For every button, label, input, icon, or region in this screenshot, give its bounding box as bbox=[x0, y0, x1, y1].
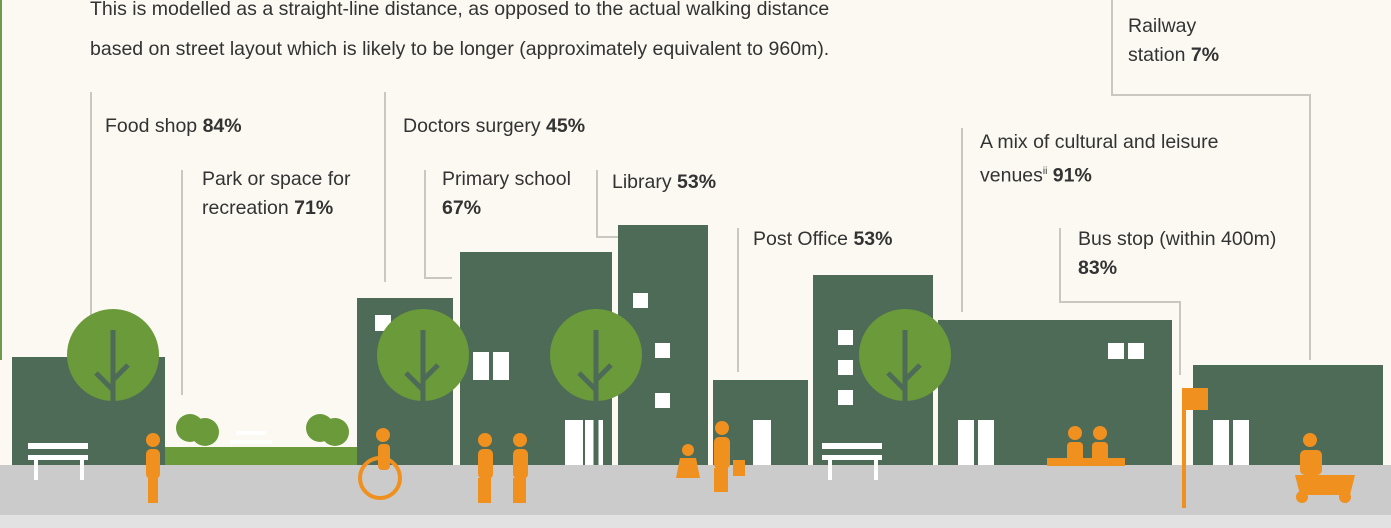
amenity-name: Primary school bbox=[442, 168, 571, 190]
amenity-percent: 67% bbox=[442, 197, 481, 219]
amenity-percent: 53% bbox=[677, 171, 716, 193]
amenity-percent: 53% bbox=[853, 228, 892, 250]
amenity-name: Library bbox=[612, 171, 672, 193]
amenity-label: A mix of cultural and leisure venuesii 9… bbox=[980, 128, 1220, 191]
amenity-label: Post Office 53% bbox=[753, 225, 973, 254]
amenity-percent: 84% bbox=[203, 115, 242, 137]
intro-line: This is modelled as a straight-line dist… bbox=[90, 0, 829, 24]
amenity-label: Doctors surgery 45% bbox=[403, 112, 703, 141]
amenity-label: Primary school 67% bbox=[442, 165, 572, 223]
amenity-name: Doctors surgery bbox=[403, 115, 541, 137]
amenity-percent: 71% bbox=[294, 197, 333, 219]
amenity-name: Bus stop (within 400m) bbox=[1078, 228, 1276, 250]
amenity-label: Food shop 84% bbox=[105, 112, 305, 141]
intro-line: based on street layout which is likely t… bbox=[90, 34, 829, 64]
amenity-percent: 91% bbox=[1053, 165, 1092, 187]
amenity-label: Railway station 7% bbox=[1128, 12, 1258, 70]
amenity-percent: 83% bbox=[1078, 257, 1117, 279]
amenity-label: Park or space for recreation 71% bbox=[202, 165, 377, 223]
amenity-name: Railway station bbox=[1128, 15, 1196, 66]
amenity-label: Bus stop (within 400m) 83% bbox=[1078, 225, 1288, 283]
amenity-label: Library 53% bbox=[612, 168, 812, 197]
amenity-name: Post Office bbox=[753, 228, 848, 250]
footnote-marker: ii bbox=[1043, 166, 1047, 177]
amenity-percent: 45% bbox=[546, 115, 585, 137]
amenity-name: A mix of cultural and leisure venues bbox=[980, 131, 1218, 187]
amenity-name: Food shop bbox=[105, 115, 197, 137]
infographic: This is modelled as a straight-line dist… bbox=[0, 0, 1391, 528]
amenity-percent: 7% bbox=[1191, 44, 1219, 66]
